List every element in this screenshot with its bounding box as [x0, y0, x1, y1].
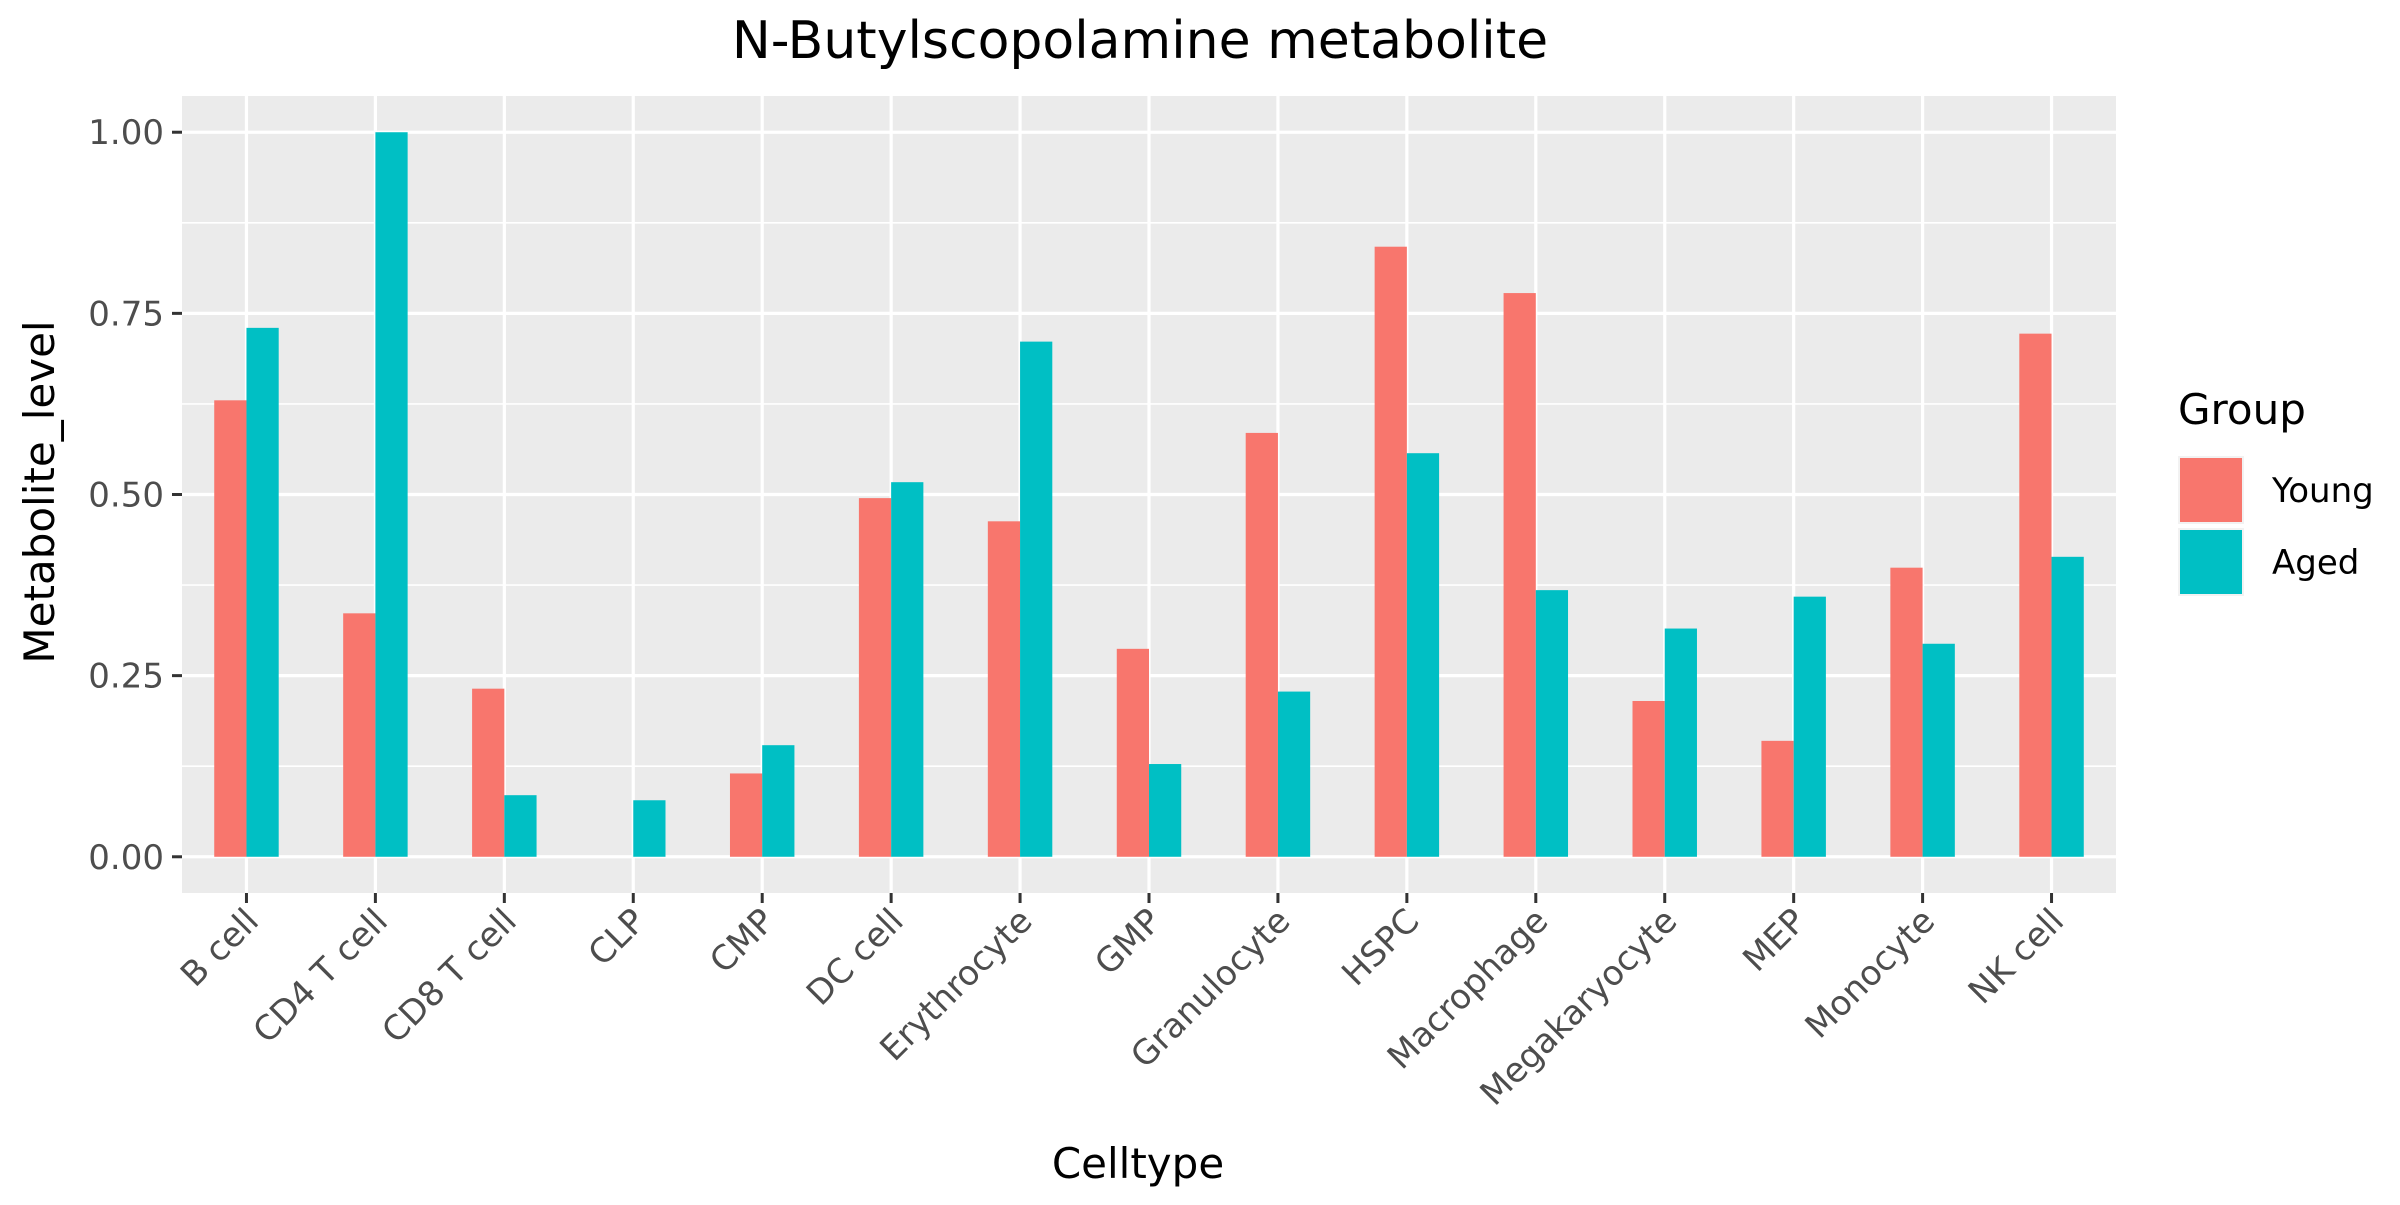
- bar-young-dc-cell: [858, 498, 892, 857]
- legend-swatch-young: [2180, 458, 2242, 522]
- y-axis-title: Metabolite_level: [15, 320, 64, 663]
- bar-aged-macrophage: [1535, 590, 1569, 857]
- bar-aged-gmp: [1149, 764, 1182, 857]
- bar-young-b-cell: [214, 400, 247, 857]
- bar-aged-megakaryocyte: [1664, 628, 1697, 857]
- bar-aged-cd8-t-cell: [504, 795, 537, 857]
- x-tick-label: CMP: [702, 901, 782, 981]
- bar-young-cd8-t-cell: [472, 688, 505, 857]
- legend: Group Young Aged: [2178, 385, 2374, 596]
- bar-aged-dc-cell: [891, 482, 924, 857]
- legend-label-young: Young: [2271, 471, 2374, 511]
- bar-young-macrophage: [1503, 293, 1536, 857]
- bar-young-mep: [1761, 740, 1794, 857]
- bar-aged-clp: [633, 800, 666, 857]
- bar-aged-cd4-t-cell: [375, 132, 408, 857]
- legend-title: Group: [2178, 385, 2306, 434]
- x-tick-label: NK cell: [1961, 901, 2072, 1012]
- bar-aged-nk-cell: [2051, 556, 2084, 857]
- chart-title: N-Butylscopolamine metabolite: [732, 11, 1548, 71]
- x-tick-label: DC cell: [799, 901, 912, 1014]
- bar-young-gmp: [1116, 648, 1149, 857]
- bar-aged-granulocyte: [1277, 691, 1311, 857]
- bar-young-hspc: [1374, 246, 1407, 857]
- bar-young-granulocyte: [1245, 432, 1278, 857]
- x-tick-label: GMP: [1087, 901, 1169, 983]
- bar-young-nk-cell: [2019, 333, 2052, 857]
- legend-label-aged: Aged: [2272, 543, 2359, 583]
- bar-aged-b-cell: [246, 327, 279, 857]
- bars: [214, 132, 2084, 857]
- bar-young-cd4-t-cell: [343, 613, 376, 857]
- legend-swatch-aged: [2180, 530, 2242, 594]
- y-tick-label: 0.50: [88, 476, 164, 516]
- bar-aged-mep: [1793, 596, 1826, 857]
- x-tick-label: CLP: [581, 901, 654, 974]
- y-tick-label: 1.00: [88, 113, 164, 153]
- y-tick-label: 0.25: [88, 657, 164, 697]
- x-tick-label: HSPC: [1334, 901, 1427, 994]
- bar-young-megakaryocyte: [1632, 700, 1665, 857]
- y-tick-label: 0.00: [88, 838, 164, 878]
- y-tick-label: 0.75: [88, 294, 164, 334]
- x-tick-label: B cell: [173, 901, 267, 995]
- bar-aged-hspc: [1406, 453, 1440, 857]
- x-tick-label: MEP: [1735, 901, 1814, 980]
- bar-aged-erythrocyte: [1020, 341, 1053, 857]
- bar-aged-monocyte: [1922, 643, 1955, 857]
- bar-young-erythrocyte: [987, 521, 1021, 857]
- bar-aged-cmp: [762, 745, 795, 857]
- x-axis-title: Celltype: [1052, 1139, 1224, 1188]
- bar-young-monocyte: [1890, 567, 1923, 857]
- bar-young-cmp: [729, 773, 763, 857]
- x-tick-label: CD8 T cell: [374, 901, 524, 1051]
- x-tick-label: CD4 T cell: [246, 901, 396, 1051]
- x-tick-label: Monocyte: [1798, 901, 1943, 1046]
